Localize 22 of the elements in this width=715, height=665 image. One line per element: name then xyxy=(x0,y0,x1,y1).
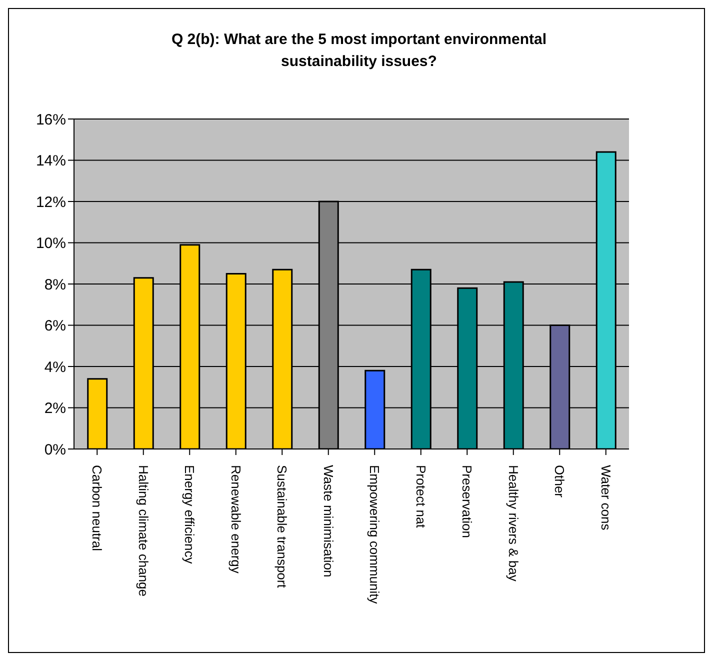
x-tick-label: Protect nat xyxy=(413,465,428,528)
x-tick-label: Renewable energy xyxy=(228,465,244,574)
y-tick-label: 4% xyxy=(44,358,66,376)
x-tick-label: Waste minimisation xyxy=(320,465,336,578)
y-tick-label: 0% xyxy=(44,441,66,458)
x-tick-label: Empowering community xyxy=(367,465,382,604)
y-tick-label: 8% xyxy=(44,276,66,294)
x-tick-label: Carbon neutral xyxy=(90,465,105,552)
y-tick-label: 16% xyxy=(36,111,66,128)
y-tick-label: 2% xyxy=(44,400,66,418)
x-tick-label: Sustainable transport xyxy=(274,465,290,588)
x-tick-label: Halting climate change xyxy=(136,465,151,597)
y-tick-label: 14% xyxy=(36,152,66,170)
x-tick-label: Water cons xyxy=(598,465,614,531)
x-tick-label: Healthy rivers & bay xyxy=(506,465,521,582)
y-tick-label: 6% xyxy=(44,318,66,335)
chart-title: Q 2(b): What are the 5 most important environmental sustainability issues? xyxy=(170,30,548,72)
y-tick-label: 12% xyxy=(36,194,66,211)
x-tick-label: Other xyxy=(552,465,568,498)
y-tick-label: 10% xyxy=(36,235,66,252)
x-tick-label: Preservation xyxy=(460,465,475,538)
x-tick-label: Energy efficiency xyxy=(182,465,198,564)
